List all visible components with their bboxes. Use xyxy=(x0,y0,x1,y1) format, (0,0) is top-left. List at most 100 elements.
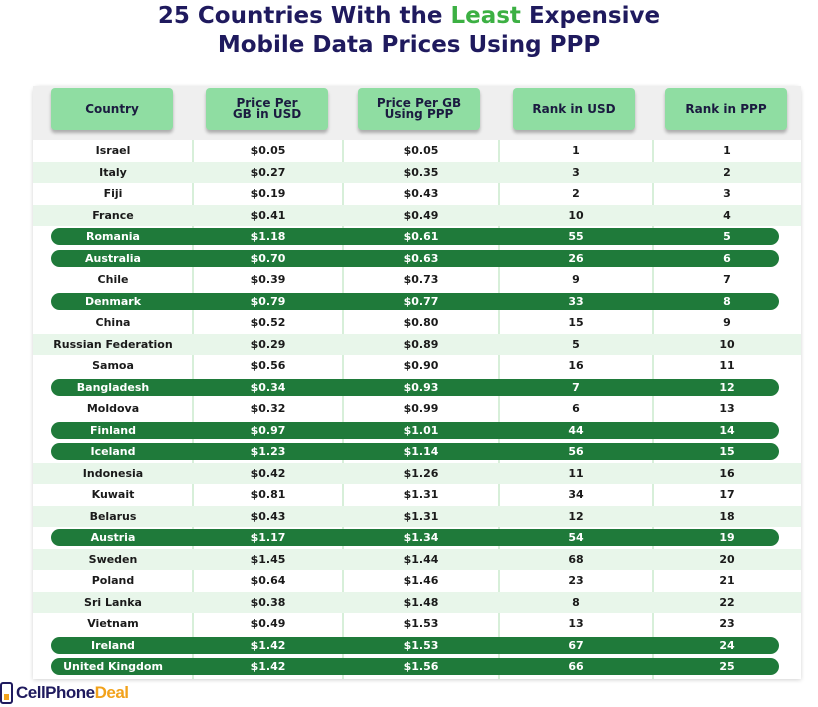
cell-price-ppp: $0.35 xyxy=(403,165,439,179)
header-country: Country xyxy=(51,88,173,130)
table-row: Australia $0.70 $0.63 26 6 xyxy=(33,248,801,270)
cell-rank-ppp: 22 xyxy=(719,595,735,609)
cell-price-usd: $0.34 xyxy=(250,380,286,394)
cell-country: Finland xyxy=(89,423,136,437)
table-row: United Kingdom $1.42 $1.56 66 25 xyxy=(33,656,801,678)
row-highlight-bar xyxy=(51,421,779,439)
cell-price-ppp: $1.31 xyxy=(403,488,439,501)
cell-country: Ireland xyxy=(91,638,135,652)
cell-rank-usd: 23 xyxy=(568,574,584,587)
cell-country: Vietnam xyxy=(87,617,139,630)
cell-price-usd: $0.52 xyxy=(250,316,286,329)
cell-rank-usd: 7 xyxy=(572,380,580,394)
cell-country: Sri Lanka xyxy=(84,595,142,609)
column-divider xyxy=(498,140,500,679)
cell-price-usd: $0.42 xyxy=(250,466,286,480)
cell-rank-usd: 68 xyxy=(568,552,584,566)
cell-price-usd: $1.17 xyxy=(250,531,286,544)
table-row: Kuwait $0.81 $1.31 34 17 xyxy=(33,484,801,506)
cell-price-ppp: $1.14 xyxy=(403,445,439,458)
cell-rank-ppp: 9 xyxy=(723,316,731,329)
cell-rank-ppp: 8 xyxy=(723,294,731,308)
column-divider xyxy=(342,140,344,679)
cell-rank-ppp: 21 xyxy=(719,574,735,587)
cell-price-usd: $0.38 xyxy=(250,595,286,609)
cell-rank-usd: 67 xyxy=(568,638,584,652)
row-highlight-bar xyxy=(51,292,779,310)
table-row: Chile $0.39 $0.73 9 7 xyxy=(33,269,801,291)
phone-signal-icon xyxy=(0,682,13,704)
cell-price-ppp: $0.93 xyxy=(403,380,439,394)
logo-text-part1: CellPhone xyxy=(16,683,95,702)
page-title: 25 Countries With the Least Expensive Mo… xyxy=(0,2,818,60)
row-highlight-bar xyxy=(51,529,779,546)
cell-rank-ppp: 1 xyxy=(723,144,731,157)
row-highlight-bar xyxy=(51,228,779,245)
cell-rank-ppp: 20 xyxy=(719,552,735,566)
cell-rank-ppp: 17 xyxy=(719,488,735,501)
cell-price-ppp: $0.63 xyxy=(403,251,439,265)
header-rank-ppp: Rank in PPP xyxy=(665,88,787,130)
cell-rank-usd: 54 xyxy=(568,531,584,544)
cell-country: Chile xyxy=(97,273,129,286)
cell-price-usd: $0.32 xyxy=(250,402,286,415)
cell-rank-usd: 34 xyxy=(568,488,584,501)
cell-price-usd: $0.43 xyxy=(250,509,286,523)
cell-price-ppp: $1.31 xyxy=(403,509,439,523)
cell-rank-ppp: 10 xyxy=(719,337,735,351)
cell-rank-usd: 1 xyxy=(572,144,580,157)
cell-country: Iceland xyxy=(90,445,136,458)
cell-price-ppp: $1.53 xyxy=(403,617,439,630)
table-row: Indonesia $0.42 $1.26 11 16 xyxy=(33,462,801,484)
logo-text-part2: Deal xyxy=(94,683,129,702)
table-row: Samoa $0.56 $0.90 16 11 xyxy=(33,355,801,377)
data-table: Israel $0.05 $0.05 1 1 Italy $0.27 $0.35 3 2 Fiji $… xyxy=(33,140,801,679)
cell-price-usd: $1.18 xyxy=(250,230,286,243)
cell-rank-usd: 6 xyxy=(572,402,580,415)
cell-rank-ppp: 13 xyxy=(719,402,735,415)
cell-rank-ppp: 6 xyxy=(723,251,731,265)
cell-rank-ppp: 14 xyxy=(719,423,735,437)
cell-rank-usd: 66 xyxy=(568,660,584,673)
cell-country: Belarus xyxy=(89,509,137,523)
title-line-2: Mobile Data Prices Using PPP xyxy=(217,32,601,58)
cell-price-usd: $0.49 xyxy=(250,617,286,630)
cell-price-usd: $0.41 xyxy=(250,208,286,222)
cell-rank-usd: 11 xyxy=(568,466,584,480)
column-divider xyxy=(192,140,194,679)
cell-price-usd: $0.39 xyxy=(250,273,286,286)
title-accent-word: Least xyxy=(450,3,521,29)
cell-rank-usd: 44 xyxy=(568,423,584,437)
cell-price-usd: $0.81 xyxy=(250,488,286,501)
table-row: Fiji $0.19 $0.43 2 3 xyxy=(33,183,801,205)
table-row: Bangladesh $0.34 $0.93 7 12 xyxy=(33,377,801,399)
cell-price-ppp: $0.99 xyxy=(403,402,439,415)
cell-price-usd: $1.23 xyxy=(250,445,286,458)
table-header-row: Country Price Per GB in USD Price Per GB… xyxy=(33,86,801,140)
cell-price-ppp: $1.53 xyxy=(403,638,439,652)
table-row: France $0.41 $0.49 10 4 xyxy=(33,204,801,226)
row-highlight-bar xyxy=(51,636,779,654)
cell-rank-usd: 55 xyxy=(568,230,584,243)
cell-country: Indonesia xyxy=(82,466,144,480)
logo-wordmark: CellPhoneDeal xyxy=(16,683,129,703)
cell-rank-usd: 8 xyxy=(572,595,580,609)
row-highlight-bar xyxy=(51,658,779,675)
cell-price-ppp: $0.77 xyxy=(403,294,439,308)
cell-rank-ppp: 23 xyxy=(719,617,735,630)
cell-rank-ppp: 2 xyxy=(723,165,731,179)
cell-rank-ppp: 4 xyxy=(723,208,731,222)
column-divider xyxy=(652,140,654,679)
table-row: Vietnam $0.49 $1.53 13 23 xyxy=(33,613,801,635)
cell-rank-usd: 12 xyxy=(568,509,584,523)
cell-price-ppp: $1.01 xyxy=(403,423,439,437)
cell-price-ppp: $1.48 xyxy=(403,595,439,609)
cell-country: Kuwait xyxy=(91,488,135,501)
cell-country: Samoa xyxy=(92,359,134,372)
cell-price-usd: $1.45 xyxy=(250,552,286,566)
cell-rank-usd: 2 xyxy=(572,187,580,200)
cell-rank-ppp: 16 xyxy=(719,466,735,480)
cell-country: Austria xyxy=(90,531,136,544)
cell-price-usd: $0.27 xyxy=(250,165,286,179)
cell-rank-usd: 13 xyxy=(568,617,584,630)
